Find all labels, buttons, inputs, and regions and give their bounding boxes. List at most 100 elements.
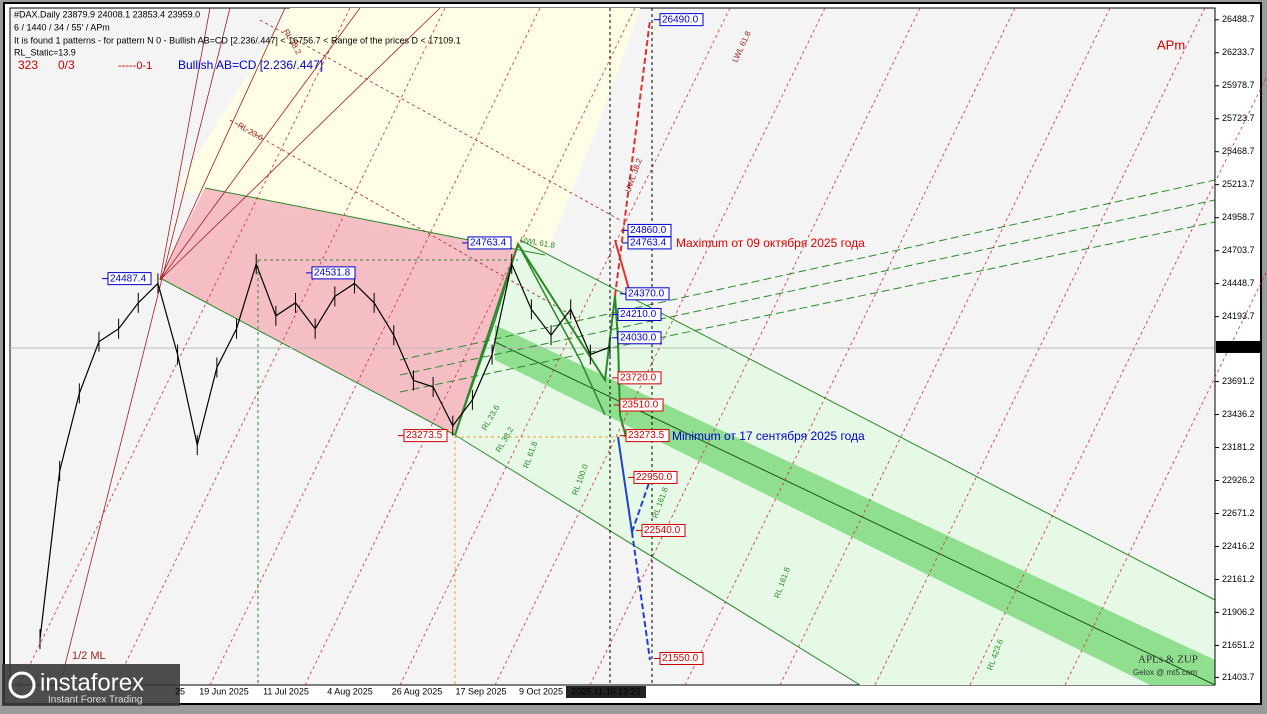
median-line: [494, 341, 1216, 686]
y-tick-label: 24193.7: [1222, 311, 1255, 321]
level-label: 24370.0: [628, 288, 665, 299]
pattern-zigzag: [454, 242, 606, 436]
green-channel: [495, 325, 1215, 685]
pattern-name: Bullish AB=CD [2.236/.447]: [178, 58, 323, 72]
y-tick-label: 26488.7: [1222, 14, 1255, 24]
price-line: [39, 262, 611, 640]
level-label: 24860.0: [630, 225, 667, 236]
y-tick-label: 21906.2: [1222, 607, 1255, 617]
level-box: [617, 371, 662, 385]
y-tick-label: 23691.2: [1222, 376, 1255, 386]
warning-line: [399, 221, 1216, 393]
fan-line: [59, 7, 231, 686]
level-label: 23720.0: [620, 373, 657, 384]
level-label: 24487.4: [110, 273, 147, 284]
marks: 26490.0 24860.0 24763.4 24370.0 24210.0 24030…: [39, 13, 704, 665]
level-label: 22950.0: [636, 472, 673, 483]
yellow-zone: [175, 8, 640, 258]
y-tick-label: 22161.2: [1222, 574, 1255, 584]
level-box: [625, 429, 670, 443]
level-box: [403, 429, 448, 443]
x-tick-label: 11 Jul 2025: [263, 686, 309, 696]
x-tick-label: 9 Oct 2025: [519, 686, 563, 696]
level-label: 24210.0: [620, 309, 657, 320]
level-box: [467, 236, 512, 250]
pink-channel: [160, 188, 545, 435]
fan-line: [159, 7, 441, 281]
current-price-label: 23959.0: [1220, 341, 1253, 351]
y-tick-label: 24958.7: [1222, 212, 1255, 222]
y-tick-label: 22671.2: [1222, 508, 1255, 518]
level-box: [627, 236, 672, 250]
level-box: [633, 470, 678, 484]
pattern-info: It is found 1 patterns - for pattern N 0…: [14, 35, 461, 45]
projection-down: [631, 531, 651, 661]
warning-line: [399, 199, 1216, 376]
channel-line: [159, 277, 456, 436]
counter: 323: [18, 58, 38, 72]
symbol-line: #DAX.Daily 23879.9 24008.1 23853.4 23959…: [14, 9, 200, 19]
y-tick-label: 21403.7: [1222, 672, 1255, 682]
level-box: [617, 331, 662, 345]
x-tick-label: 19 Jun 2025: [199, 686, 249, 696]
y-tick-label: 21651.2: [1222, 640, 1255, 650]
annotation: Maximum от 09 октября 2025 года: [676, 236, 865, 250]
level-box: [625, 287, 670, 301]
level-label: 21550.0: [662, 653, 699, 664]
level-label: 24763.4: [470, 238, 507, 249]
x-tick-label: 2025.11.10 13:23: [571, 686, 640, 696]
level-label: 24030.0: [620, 332, 657, 343]
y-tick-label: 22926.2: [1222, 475, 1255, 485]
level-box: [659, 13, 704, 27]
level-label: 23273.5: [628, 430, 665, 441]
level-label: 22540.0: [644, 525, 681, 536]
y-tick-label: 24448.7: [1222, 278, 1255, 288]
level-box: [619, 398, 664, 412]
level-label: 24763.4: [630, 238, 667, 249]
y-tick-label: 24703.7: [1222, 245, 1255, 255]
level-box: [659, 651, 704, 665]
current-price-box: [1216, 340, 1262, 353]
x-tick-label: 26 Aug 2025: [392, 686, 443, 696]
settings: 6 / 1440 / 34 / 55' / APm: [14, 22, 110, 32]
warning-line: [399, 179, 1216, 361]
y-tick-label: 22416.2: [1222, 541, 1255, 551]
x-tick-label: 25: [175, 686, 185, 696]
y-tick-label: 25978.7: [1222, 80, 1255, 90]
ratio: 0/3: [58, 58, 75, 72]
credit: APLs & ZUP: [1138, 654, 1198, 666]
fib-line: [259, 19, 621, 221]
y-tick-label: 26233.7: [1222, 47, 1255, 57]
logo-icon: [8, 671, 36, 699]
fan-lines: [19, 7, 1267, 686]
channel-line: [454, 434, 861, 686]
index: -----0-1: [118, 60, 152, 72]
y-tick-label: 25723.7: [1222, 113, 1255, 123]
fan-line: [159, 7, 286, 281]
projection-up: [614, 19, 651, 297]
y-tick-label: 23436.2: [1222, 409, 1255, 419]
projection-down: [617, 436, 633, 533]
tagline: Instant Forex Trading: [48, 695, 143, 706]
rl-static: RL_Static=13.9: [14, 47, 76, 57]
fan-line: [159, 7, 211, 281]
y-tick-label: 25213.7: [1222, 179, 1255, 189]
level-label: 26490.0: [662, 14, 699, 25]
fib-line: [229, 119, 581, 321]
projection-down: [631, 479, 651, 533]
annotation: Minimum от 17 сентября 2025 года: [672, 429, 865, 443]
x-tick-label: 4 Aug 2025: [327, 686, 373, 696]
level-label: 24531.8: [314, 268, 351, 279]
level-label: 23510.0: [622, 400, 659, 411]
fan-line: [159, 7, 361, 281]
brand: APm: [1157, 37, 1185, 52]
level-box: [617, 307, 662, 321]
site: Gelox @ mt5.com: [1133, 668, 1197, 677]
x-label-box: [566, 686, 646, 698]
x-tick-label: 17 Sep 2025: [455, 686, 506, 696]
logo: instaforex: [40, 669, 144, 696]
level-label: 23273.5: [406, 430, 443, 441]
level-box: [641, 523, 686, 537]
